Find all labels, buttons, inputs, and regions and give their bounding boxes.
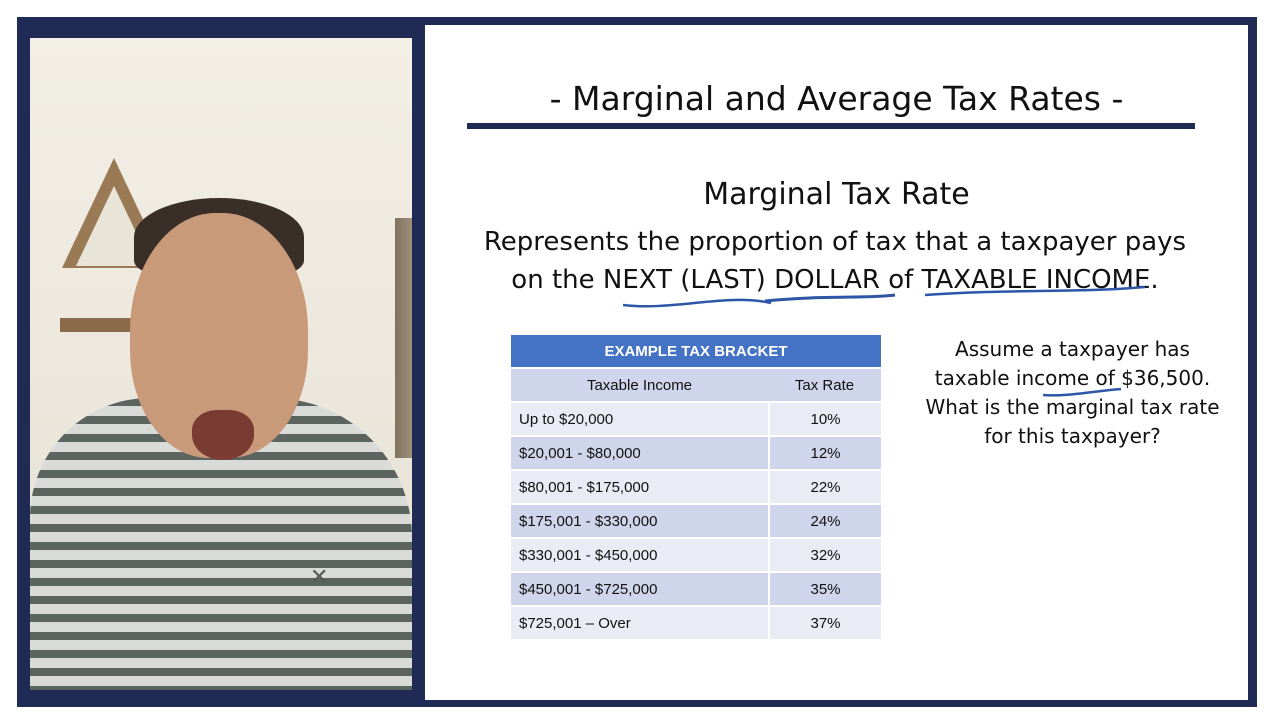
definition-line-1: Represents the proportion of tax that a … <box>483 227 1187 257</box>
rate-cell: 22% <box>768 471 881 503</box>
definition-text: Represents the proportion of tax that a … <box>465 223 1205 299</box>
slide-subtitle: Marginal Tax Rate <box>703 177 970 212</box>
table-row: $450,001 - $725,000 35% <box>511 573 881 605</box>
presenter-video: ✕ <box>30 38 412 690</box>
col-rate-header: Tax Rate <box>768 369 881 401</box>
presenter-mouth <box>192 410 254 460</box>
rate-cell: 37% <box>768 607 881 639</box>
title-divider <box>467 123 1195 129</box>
example-question: Assume a taxpayer has taxable income of … <box>925 337 1220 448</box>
rate-cell: 32% <box>768 539 881 571</box>
definition-line-2: on the NEXT (LAST) DOLLAR of TAXABLE INC… <box>511 265 1159 295</box>
income-cell: $450,001 - $725,000 <box>511 573 768 605</box>
income-cell: $20,001 - $80,000 <box>511 437 768 469</box>
col-income-header: Taxable Income <box>511 369 768 401</box>
table-row: $20,001 - $80,000 12% <box>511 437 881 469</box>
ink-underline-next-last <box>622 298 772 308</box>
table-row: $80,001 - $175,000 22% <box>511 471 881 503</box>
income-cell: $725,001 – Over <box>511 607 768 639</box>
income-cell: Up to $20,000 <box>511 403 768 435</box>
income-cell: $80,001 - $175,000 <box>511 471 768 503</box>
table-title: EXAMPLE TAX BRACKET <box>511 335 881 367</box>
income-cell: $330,001 - $450,000 <box>511 539 768 571</box>
tax-bracket-table: EXAMPLE TAX BRACKET Taxable Income Tax R… <box>511 333 881 641</box>
slide-title: - Marginal and Average Tax Rates - <box>549 79 1124 118</box>
wall-frame <box>395 218 412 458</box>
rate-cell: 35% <box>768 573 881 605</box>
rate-cell: 12% <box>768 437 881 469</box>
table-row: Up to $20,000 10% <box>511 403 881 435</box>
rate-cell: 10% <box>768 403 881 435</box>
income-cell: $175,001 - $330,000 <box>511 505 768 537</box>
rate-cell: 24% <box>768 505 881 537</box>
table-row: $330,001 - $450,000 32% <box>511 539 881 571</box>
table-row: $175,001 - $330,000 24% <box>511 505 881 537</box>
shirt-logo-icon: ✕ <box>310 565 329 590</box>
table-row: $725,001 – Over 37% <box>511 607 881 639</box>
slide-content: - Marginal and Average Tax Rates - Margi… <box>425 25 1248 700</box>
